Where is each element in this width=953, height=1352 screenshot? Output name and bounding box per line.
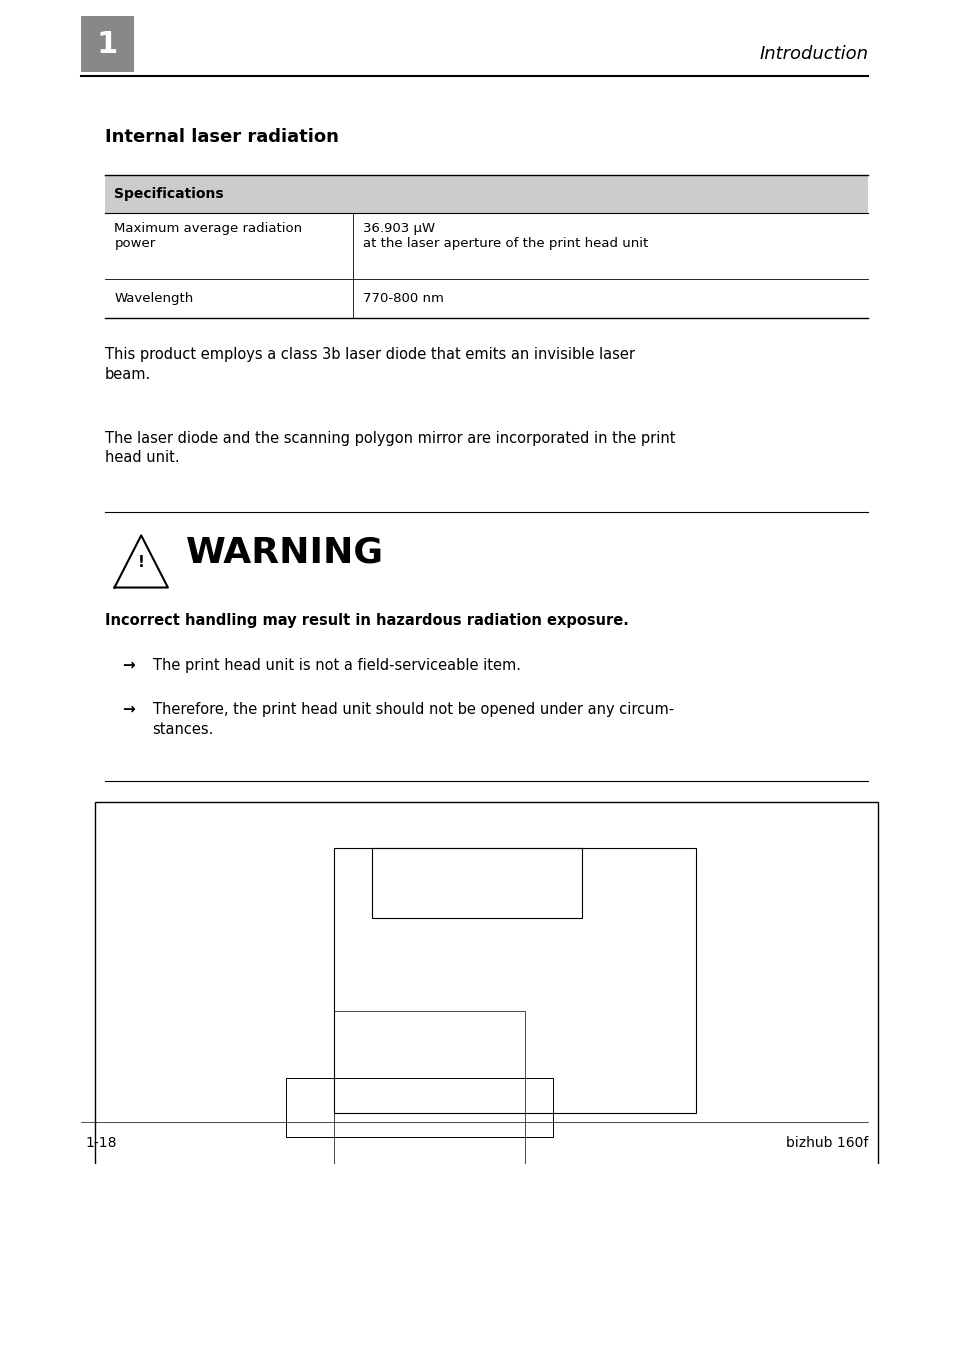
Text: The print head unit is not a field-serviceable item.: The print head unit is not a field-servi… [152,657,520,672]
Text: →: → [122,657,135,672]
Text: This product employs a class 3b laser diode that emits an invisible laser
beam.: This product employs a class 3b laser di… [105,347,635,381]
Text: 36.903 μW
at the laser aperture of the print head unit: 36.903 μW at the laser aperture of the p… [362,222,647,250]
Text: WARNING: WARNING [186,535,384,569]
Text: Specifications: Specifications [114,187,224,201]
FancyBboxPatch shape [343,1314,476,1352]
Text: !: ! [137,554,145,569]
Text: Therefore, the print head unit should not be opened under any circum-
stances.: Therefore, the print head unit should no… [152,702,673,737]
FancyBboxPatch shape [95,802,877,1226]
Text: Incorrect handling may result in hazardous radiation exposure.: Incorrect handling may result in hazardo… [105,614,628,629]
Text: bizhub 160f: bizhub 160f [785,1136,867,1151]
FancyArrowPatch shape [274,1348,396,1352]
Text: →: → [122,702,135,717]
FancyBboxPatch shape [105,174,867,214]
Text: Maximum average radiation
power: Maximum average radiation power [114,222,302,250]
Text: 1: 1 [96,30,117,58]
Text: Introduction: Introduction [759,45,867,62]
FancyBboxPatch shape [81,16,133,72]
Text: 770-800 nm: 770-800 nm [362,292,443,306]
Text: The laser diode and the scanning polygon mirror are incorporated in the print
he: The laser diode and the scanning polygon… [105,431,675,465]
Text: Internal laser radiation: Internal laser radiation [105,128,338,146]
Text: Wavelength: Wavelength [114,292,193,306]
Text: 1-18: 1-18 [86,1136,117,1151]
